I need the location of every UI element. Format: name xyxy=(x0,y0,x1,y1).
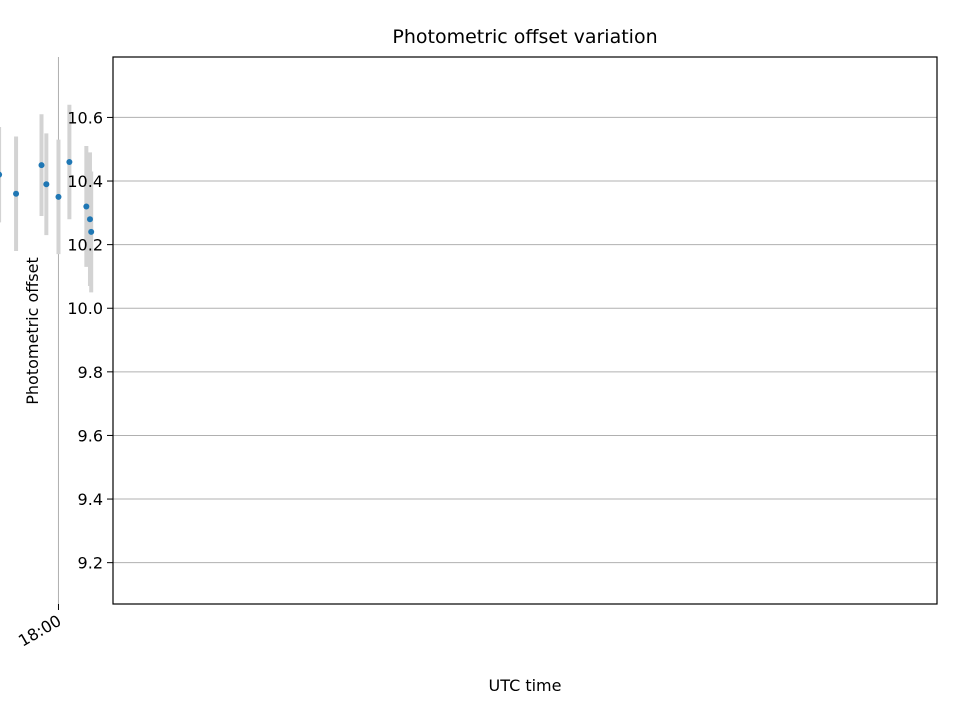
data-point xyxy=(86,216,93,223)
data-point xyxy=(13,190,20,197)
grid-layer xyxy=(57,57,937,604)
y-tick-label: 10.0 xyxy=(67,299,103,318)
point-layer xyxy=(0,158,95,235)
data-point xyxy=(88,228,95,235)
y-tick-label: 10.4 xyxy=(67,172,103,191)
data-point xyxy=(83,203,90,210)
data-point xyxy=(66,158,73,165)
y-tick-label: 9.2 xyxy=(78,554,103,573)
y-tick-label: 10.6 xyxy=(67,108,103,127)
data-point xyxy=(0,171,3,178)
y-axis-label: Photometric offset xyxy=(23,257,42,405)
y-tick-label: 9.4 xyxy=(78,490,103,509)
data-point xyxy=(38,162,45,169)
data-point xyxy=(43,181,50,188)
y-tick-label: 10.2 xyxy=(67,236,103,255)
plot-frame xyxy=(112,56,938,605)
x-axis-label: UTC time xyxy=(489,676,562,695)
data-point xyxy=(55,193,62,200)
chart-title: Photometric offset variation xyxy=(392,26,657,48)
y-tick-label: 9.8 xyxy=(78,363,103,382)
y-tick-label: 9.6 xyxy=(78,426,103,445)
